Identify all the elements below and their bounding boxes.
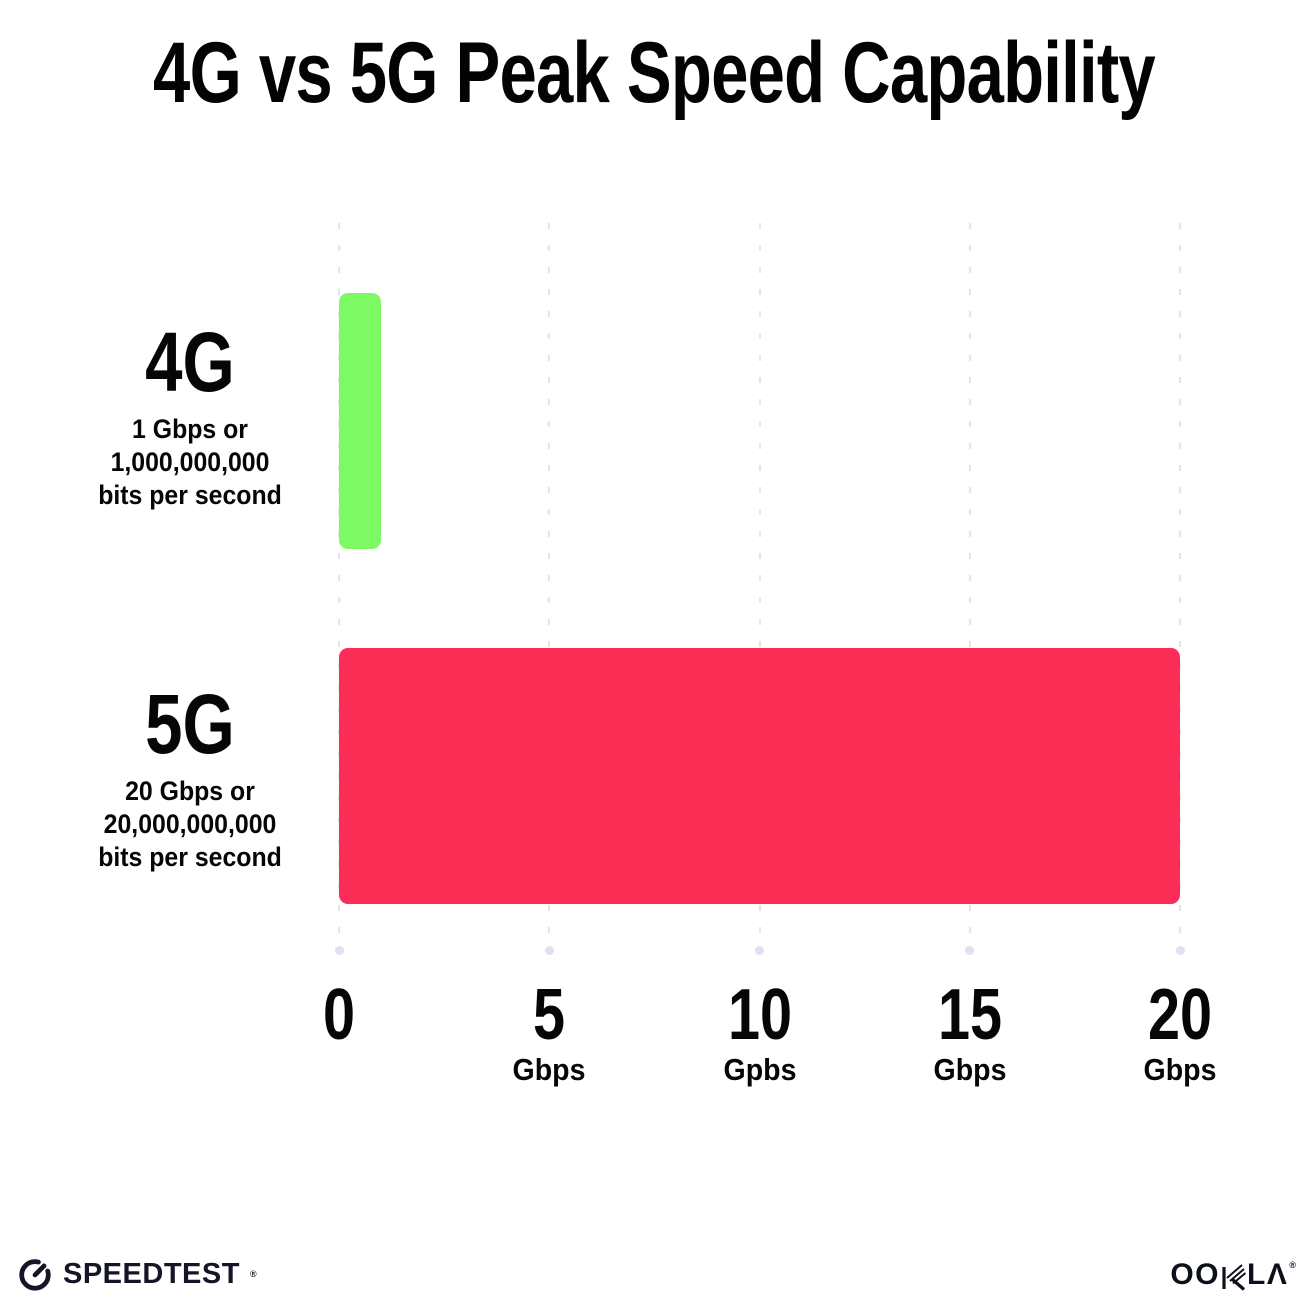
row-label-5g: 5G 20 Gbps or 20,000,000,000 bits per se… [40, 678, 340, 874]
gridline-end-dot [1175, 946, 1185, 955]
x-axis-tick: 10 Gpbs [650, 975, 870, 1088]
speedtest-gauge-icon [19, 1259, 51, 1291]
x-tick-value: 10 [727, 975, 792, 1055]
ookla-wordmark-left: OO [1170, 1258, 1221, 1291]
description-line: 20 Gbps or [125, 776, 255, 806]
description-line: bits per second [98, 480, 282, 510]
category-label-4g: 4G [145, 315, 235, 409]
category-description-4g: 1 Gbps or 1,000,000,000 bits per second [52, 413, 328, 512]
x-axis-tick: 5 Gbps [439, 975, 659, 1088]
x-tick-value: 20 [1147, 975, 1213, 1055]
description-line: 1 Gbps or [132, 414, 248, 444]
x-tick-unit: Gbps [1143, 1052, 1217, 1087]
registered-trademark: ® [1289, 1260, 1296, 1270]
x-axis-tick: 0 [229, 975, 449, 1055]
category-label-5g: 5G [145, 677, 235, 771]
gridline-end-dot [755, 946, 764, 955]
speedtest-logo: SPEEDTEST ® [16, 1252, 257, 1296]
ookla-logo: OO LΛ ® [1170, 1260, 1296, 1291]
registered-trademark: ® [249, 1269, 257, 1279]
gridline [758, 223, 761, 946]
x-tick-value: 0 [322, 975, 356, 1055]
description-line: 1,000,000,000 [110, 447, 270, 477]
gridline [1179, 223, 1181, 946]
gridline-end-dot [334, 946, 344, 955]
bar-5g [339, 648, 1180, 904]
x-axis-tick: 15 Gbps [860, 975, 1080, 1088]
category-description-5g: 20 Gbps or 20,000,000,000 bits per secon… [52, 775, 328, 874]
description-line: 20,000,000,000 [103, 809, 277, 839]
gridline-end-dot [544, 946, 554, 955]
speedtest-wordmark: SPEEDTEST [63, 1257, 240, 1290]
x-axis-tick: 20 Gbps [1070, 975, 1290, 1088]
gridline [338, 223, 340, 946]
gridline-end-dot [965, 946, 975, 955]
ookla-k-icon [1222, 1264, 1247, 1291]
bar-4g [339, 293, 382, 549]
x-tick-value: 15 [937, 975, 1002, 1055]
x-tick-unit: Gbps [512, 1052, 586, 1087]
row-label-4g: 4G 1 Gbps or 1,000,000,000 bits per seco… [40, 316, 340, 512]
x-tick-value: 5 [533, 975, 566, 1055]
gridline [968, 223, 971, 946]
ookla-wordmark-right: LΛ [1247, 1258, 1289, 1291]
gridline [548, 223, 551, 946]
x-tick-unit: Gbps [933, 1052, 1007, 1087]
description-line: bits per second [98, 842, 282, 872]
x-tick-unit: Gpbs [723, 1052, 796, 1087]
chart-title: 4G vs 5G Peak Speed Capability [153, 25, 1156, 121]
